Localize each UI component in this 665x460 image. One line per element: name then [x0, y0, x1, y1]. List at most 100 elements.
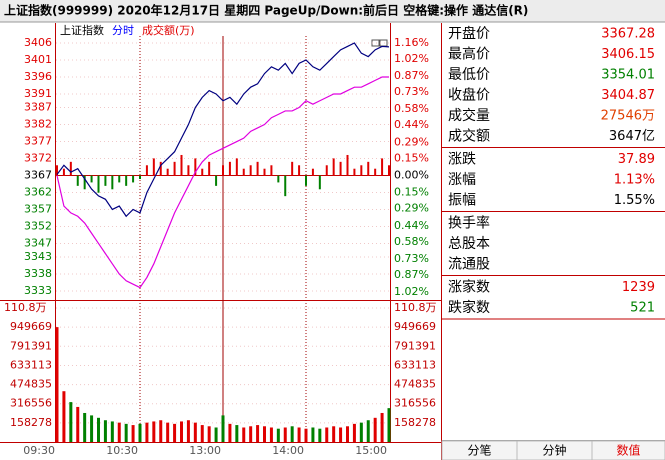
volume-bar: [290, 426, 294, 442]
volume-bar: [311, 427, 315, 442]
panel-value: 3404.87: [601, 88, 655, 103]
volume-tick-label-right: 158278: [394, 416, 436, 429]
volume-bar: [76, 406, 80, 442]
volume-bar: [117, 422, 121, 442]
volume-bar: [339, 427, 343, 442]
volume-tick-label-right: 791391: [394, 339, 436, 352]
volume-bar: [69, 402, 73, 442]
volume-bar: [297, 427, 301, 442]
y-tick-label: 3372: [24, 152, 52, 165]
tab-label[interactable]: 分笔: [467, 443, 491, 458]
x-tick-label: 14:00: [272, 444, 304, 457]
panel-value: 37.89: [618, 152, 655, 167]
y2-tick-label: 0.44%: [394, 118, 429, 131]
volume-bar: [359, 422, 363, 442]
volume-bar: [221, 415, 225, 442]
panel-label: 成交量: [448, 107, 490, 124]
volume-bar: [186, 420, 190, 442]
volume-bar: [145, 422, 149, 442]
price-line: [56, 42, 390, 218]
panel-value: 1239: [622, 280, 655, 295]
volume-bar: [304, 428, 308, 442]
panel-value: 521: [630, 301, 655, 316]
volume-bar: [207, 426, 211, 442]
panel-label: 涨家数: [448, 279, 490, 296]
volume-bar: [325, 427, 329, 442]
volume-tick-label: 474835: [10, 378, 52, 391]
y2-tick-label: 0.00%: [394, 169, 429, 182]
icon-box: [371, 39, 380, 47]
panel-label: 最低价: [448, 67, 490, 83]
panel-label: 收盘价: [448, 87, 490, 104]
icon-box: [379, 39, 388, 47]
panel-value: 1.13%: [614, 173, 655, 188]
y-tick-label: 3391: [24, 87, 52, 100]
legend-entry: 成交额(万): [142, 23, 195, 37]
panel-label: 涨跌: [448, 152, 476, 168]
panel-value: 3647亿: [609, 129, 655, 144]
volume-tick-label: 316556: [10, 397, 52, 410]
volume-bar: [235, 425, 239, 442]
y2-tick-label: 1.02%: [394, 52, 429, 65]
panel-value: 27546万: [601, 109, 655, 124]
volume-bar: [200, 425, 204, 442]
y2-tick-label: 0.29%: [394, 135, 429, 148]
volume-bar: [263, 426, 266, 442]
volume-tick-label-right: 949669: [394, 320, 436, 333]
panel-label: 涨幅: [448, 172, 476, 188]
volume-bar: [124, 423, 128, 442]
y-tick-label: 3367: [24, 168, 52, 181]
panel-label: 跌家数: [448, 299, 490, 316]
volume-bar: [346, 426, 349, 442]
volume-bar: [256, 425, 260, 442]
x-tick-label: 15:00: [355, 444, 387, 457]
title-bar: [0, 0, 665, 22]
volume-bar: [387, 408, 391, 442]
panel-value: 1.55%: [614, 193, 655, 208]
panel-label: 振幅: [448, 193, 476, 209]
panel-label: 开盘价: [448, 25, 490, 42]
y-tick-label: 3357: [24, 202, 52, 215]
panel-label: 流通股: [448, 257, 490, 273]
tab-label[interactable]: 数值: [616, 443, 640, 458]
y-tick-label: 3333: [24, 284, 52, 297]
volume-bar: [90, 415, 94, 442]
volume-tick-label-right: 474835: [394, 378, 436, 391]
panel-value: 3354.01: [601, 68, 655, 83]
volume-bar: [373, 417, 377, 442]
y-tick-label: 3387: [24, 101, 52, 114]
y-tick-label: 3347: [24, 236, 52, 249]
legend-entry: 分时: [112, 24, 134, 37]
volume-bar: [332, 426, 336, 442]
panel-label: 最高价: [448, 46, 490, 63]
y-tick-label: 3352: [24, 219, 52, 232]
y-tick-label: 3401: [24, 53, 52, 66]
x-tick-label: 13:00: [189, 444, 221, 457]
price-line: [56, 76, 389, 289]
volume-tick-label-right: 110.8万: [394, 301, 437, 314]
volume-bar: [97, 417, 100, 442]
volume-bar: [166, 422, 170, 442]
tab-label[interactable]: 分钟: [542, 443, 566, 458]
volume-tick-label: 633113: [10, 358, 52, 371]
volume-bar: [62, 391, 66, 442]
tab[interactable]: [591, 440, 665, 460]
volume-bar: [159, 420, 163, 442]
volume-bar: [352, 423, 356, 442]
y2-tick-label: 0.29%: [394, 202, 429, 215]
y-tick-label: 3396: [24, 70, 52, 83]
volume-bar: [214, 427, 218, 442]
y-tick-label: 3362: [24, 185, 52, 198]
panel-label: 成交额: [448, 128, 490, 145]
y2-tick-label: 0.58%: [394, 235, 429, 248]
title: 上证指数(999999) 2020年12月17日 星期四 PageUp/Down…: [4, 3, 528, 18]
y2-tick-label: 0.58%: [394, 102, 429, 115]
volume-tick-label: 110.8万: [4, 301, 47, 314]
volume-bar: [193, 422, 197, 442]
volume-bar: [242, 427, 246, 442]
y2-tick-label: 0.87%: [394, 69, 429, 82]
y-tick-label: 3338: [24, 267, 52, 280]
panel-value: 3367.28: [601, 27, 655, 42]
volume-bar: [283, 427, 287, 442]
volume-bar: [110, 421, 114, 442]
